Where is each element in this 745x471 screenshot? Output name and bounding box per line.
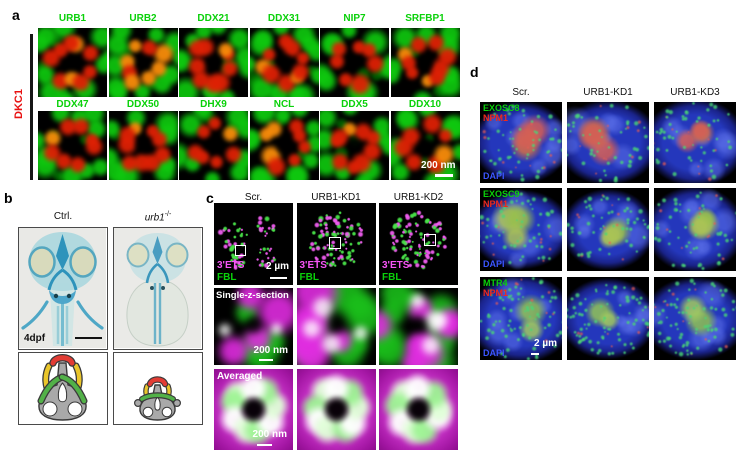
fbl-label: FBL	[382, 272, 402, 283]
marker-label-exosc8: EXOSC8	[483, 103, 520, 113]
protein-label-dhx9: DHX9	[200, 99, 227, 110]
protein-label-ddx5: DDX5	[341, 99, 368, 110]
protein-label-ddx10: DDX10	[408, 99, 442, 110]
protein-label-ddx47: DDX47	[56, 99, 89, 110]
scale-bar-c3	[257, 444, 272, 446]
probe-label: 3'ETS	[299, 260, 327, 271]
micrograph-dkc1-nip7	[320, 28, 389, 97]
nucleus-mtr4-kd1	[567, 277, 649, 360]
scale-bar-panel-a	[434, 174, 453, 177]
scale-label-c1: 2 µm	[266, 261, 289, 272]
single-z-scr: Single-z-section 200 nm	[214, 288, 293, 365]
fish-drawing-urb1	[114, 228, 201, 348]
averaged-scr: Averaged 200 nm	[214, 369, 293, 450]
nucleus-exosc8-kd3	[654, 102, 736, 183]
averaged-kd2	[379, 369, 458, 450]
protein-label-urb2: URB2	[129, 13, 157, 24]
protein-label-urb1: URB1	[58, 13, 87, 24]
nucleus-mtr4-kd3	[654, 277, 736, 360]
header-c-kd1: URB1-KD1	[311, 192, 361, 203]
protein-label-ddx21: DDX21	[197, 13, 230, 24]
micrograph-dkc1-ncl	[249, 111, 319, 180]
row3-title: Averaged	[217, 371, 263, 382]
panel-c-letter: c	[206, 190, 214, 206]
header-d-kd1: URB1-KD1	[583, 87, 633, 98]
averaged-kd1	[296, 369, 376, 450]
micrograph-dkc1-urb1	[38, 28, 107, 97]
nucleus-exosc8-scr: EXOSC8 NPM1 DAPI	[480, 102, 562, 183]
single-z-kd1	[296, 288, 376, 365]
nucleus-exosc8-kd1	[567, 102, 649, 183]
scale-bar-panel-d	[531, 353, 539, 355]
probe-label: 3'ETS	[382, 260, 410, 271]
panel-a-letter: a	[12, 7, 20, 23]
cartilage-drawing-ctrl	[37, 354, 88, 421]
nucleus-exosc9-kd1	[567, 188, 649, 271]
header-urb1-mutant: urb1-/-	[113, 211, 203, 223]
fish-drawing-ctrl	[19, 228, 106, 348]
mutant-allele: -/-	[164, 211, 172, 218]
probe-label: 3'ETS	[217, 260, 245, 271]
fish-overview-scr: 3'ETS FBL 2 µm	[214, 203, 293, 285]
panel-a-bracket-line	[30, 34, 33, 180]
header-d-kd3: URB1-KD3	[670, 87, 720, 98]
protein-label-nip7: NIP7	[343, 13, 366, 24]
cartilage-diagram-urb1	[113, 352, 203, 425]
cartilage-drawing-urb1	[134, 376, 181, 421]
npm1-label: NPM1	[483, 199, 509, 209]
header-d-scr: Scr.	[512, 87, 530, 98]
fbl-label: FBL	[217, 272, 237, 283]
protein-label-ddx50: DDX50	[126, 99, 160, 110]
nucleus-exosc9-scr: EXOSC9 NPM1 DAPI	[480, 188, 562, 271]
micrograph-dkc1-ddx31	[249, 28, 319, 97]
scale-bar-panel-b	[75, 336, 102, 339]
npm1-label: NPM1	[483, 113, 509, 123]
roi-box	[424, 234, 436, 246]
roi-box	[328, 237, 341, 249]
fish-image-urb1	[113, 227, 203, 350]
fish-overview-kd2: 3'ETS FBL	[379, 203, 458, 285]
panel-d-letter: d	[470, 64, 479, 80]
protein-label-srfbp1: SRFBP1	[405, 13, 445, 24]
dapi-label: DAPI	[483, 259, 505, 269]
scale-label-c3: 200 nm	[252, 429, 287, 440]
mutant-gene-name: urb1	[144, 212, 165, 224]
micrograph-dkc1-srfbp1	[390, 28, 460, 97]
scale-label-panel-a: 200 nm	[421, 160, 456, 171]
micrograph-dkc1-urb2	[108, 28, 178, 97]
marker-label-exosc9: EXOSC9	[483, 189, 520, 199]
micrograph-dkc1-ddx5	[320, 111, 389, 180]
dapi-label: DAPI	[483, 348, 505, 358]
protein-label-ddx31: DDX31	[267, 13, 301, 24]
dkc1-side-label: DKC1	[13, 89, 25, 119]
fish-overview-kd1: 3'ETS FBL	[296, 203, 376, 285]
header-c-scr: Scr.	[244, 192, 263, 203]
row2-title: Single-z-section	[216, 290, 289, 301]
roi-box	[235, 245, 246, 256]
fbl-label: FBL	[299, 272, 319, 283]
single-z-kd2	[379, 288, 458, 365]
scale-bar-c1	[270, 276, 287, 279]
scale-bar-c2	[259, 359, 273, 361]
header-ctrl: Ctrl.	[53, 211, 73, 222]
fish-image-ctrl: 4dpf	[18, 227, 108, 350]
npm1-label: NPM1	[483, 288, 509, 298]
micrograph-dkc1-ddx10: 200 nm	[390, 111, 460, 180]
panel-b-letter: b	[4, 190, 13, 206]
dapi-label: DAPI	[483, 171, 505, 181]
cartilage-diagram-ctrl	[18, 352, 108, 425]
scale-label-panel-d: 2 µm	[534, 338, 557, 349]
stage-label: 4dpf	[24, 333, 46, 344]
marker-label-mtr4: MTR4	[483, 278, 508, 288]
micrograph-dkc1-dhx9	[179, 111, 248, 180]
scale-label-c2: 200 nm	[253, 345, 288, 356]
micrograph-dkc1-ddx21	[179, 28, 248, 97]
protein-label-ncl: NCL	[273, 99, 295, 110]
nucleus-exosc9-kd3	[654, 188, 736, 271]
nucleus-mtr4-scr: MTR4 NPM1 DAPI 2 µm	[480, 277, 562, 360]
header-c-kd2: URB1-KD2	[393, 192, 444, 203]
micrograph-dkc1-ddx47	[38, 111, 107, 180]
micrograph-dkc1-ddx50	[108, 111, 178, 180]
